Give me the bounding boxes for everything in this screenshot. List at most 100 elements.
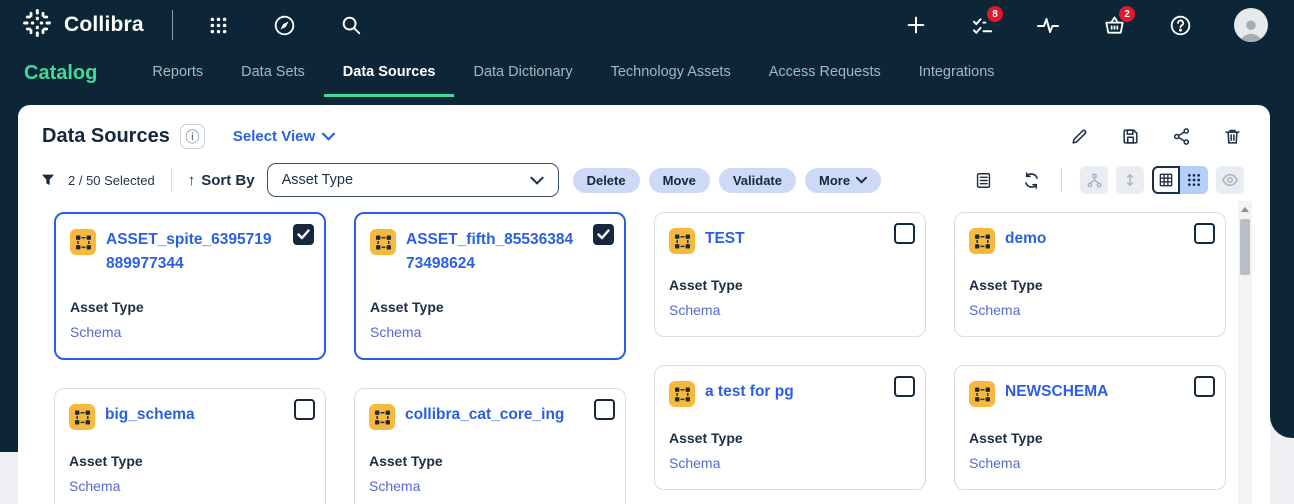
asset-checkbox[interactable] bbox=[594, 399, 615, 420]
card-column-2: ASSET_fifth_8553638473498624 Asset Type … bbox=[354, 212, 626, 504]
asset-card[interactable]: ASSET_fifth_8553638473498624 Asset Type … bbox=[354, 212, 626, 360]
tools-divider bbox=[1061, 168, 1062, 192]
tab-data-sets[interactable]: Data Sets bbox=[241, 64, 305, 80]
tasks-badge: 8 bbox=[987, 6, 1003, 22]
tab-access-requests[interactable]: Access Requests bbox=[768, 64, 881, 80]
preview-eye-button[interactable] bbox=[1216, 166, 1244, 194]
select-view-dropdown[interactable]: Select View bbox=[232, 128, 336, 145]
view-tools bbox=[971, 166, 1244, 194]
asset-type-value-link[interactable]: Schema bbox=[969, 302, 1021, 318]
asset-checkbox[interactable] bbox=[894, 223, 915, 244]
asset-checkbox[interactable] bbox=[1194, 223, 1215, 244]
chevron-down-icon bbox=[322, 132, 336, 141]
asset-title-link[interactable]: TEST bbox=[705, 230, 745, 247]
chevron-down-icon bbox=[529, 176, 544, 185]
asset-type-value-link[interactable]: Schema bbox=[669, 455, 721, 471]
table-view-button[interactable] bbox=[1152, 166, 1180, 194]
tab-integrations[interactable]: Integrations bbox=[918, 64, 995, 80]
asset-card[interactable]: big_schema Asset Type Schema bbox=[54, 388, 326, 504]
schema-icon bbox=[969, 381, 995, 407]
tab-data-sources[interactable]: Data Sources bbox=[323, 50, 455, 97]
asset-type-label: Asset Type bbox=[70, 299, 144, 315]
vertical-scrollbar[interactable] bbox=[1238, 201, 1252, 504]
table-grid-icon bbox=[1159, 173, 1173, 187]
delete-trash-icon[interactable] bbox=[1220, 125, 1244, 149]
asset-card[interactable]: collibra_cat_core_ing Asset Type Schema bbox=[354, 388, 626, 504]
asset-title-link[interactable]: a test for pg bbox=[705, 383, 794, 400]
schema-icon bbox=[70, 229, 96, 255]
marketplace-basket-icon[interactable]: 2 bbox=[1102, 6, 1135, 37]
asset-title-link[interactable]: NEWSCHEMA bbox=[1005, 383, 1109, 400]
browse-compass-icon[interactable] bbox=[273, 13, 297, 37]
share-icon[interactable] bbox=[1169, 125, 1193, 149]
chevron-down-icon bbox=[856, 176, 868, 184]
asset-title-link[interactable]: demo bbox=[1005, 230, 1047, 247]
sort-field-value: Asset Type bbox=[281, 172, 354, 188]
hierarchy-view-button[interactable] bbox=[1080, 166, 1108, 194]
selection-status: 2 / 50 Selected bbox=[68, 172, 155, 188]
report-list-icon[interactable] bbox=[971, 168, 995, 192]
sort-field-select[interactable]: Asset Type bbox=[266, 163, 559, 197]
asset-type-value-link[interactable]: Schema bbox=[369, 478, 421, 494]
apps-grid-icon[interactable] bbox=[207, 13, 231, 37]
schema-icon bbox=[369, 404, 395, 430]
edit-pencil-icon[interactable] bbox=[1067, 125, 1091, 149]
topbar-right-icons: 8 2 bbox=[904, 6, 1268, 42]
page-title: Data Sources bbox=[42, 125, 170, 147]
tab-reports[interactable]: Reports bbox=[152, 64, 204, 80]
section-title-catalog[interactable]: Catalog bbox=[24, 62, 98, 84]
asset-checkbox[interactable] bbox=[294, 399, 315, 420]
schema-icon bbox=[969, 228, 995, 254]
refresh-icon[interactable] bbox=[1019, 168, 1043, 192]
topbar-left-icons bbox=[207, 13, 363, 37]
asset-type-label: Asset Type bbox=[969, 277, 1043, 293]
asset-checkbox-checked[interactable] bbox=[293, 224, 314, 245]
tasks-icon[interactable]: 8 bbox=[970, 6, 1003, 37]
sort-direction-arrow-icon[interactable]: ↑ bbox=[187, 171, 196, 189]
asset-title-link[interactable]: big_schema bbox=[105, 406, 195, 423]
card-column-1: ASSET_spite_6395719889977344 Asset Type … bbox=[54, 212, 326, 504]
activity-pulse-icon[interactable] bbox=[1036, 13, 1060, 37]
select-view-label: Select View bbox=[232, 128, 316, 145]
asset-type-value-link[interactable]: Schema bbox=[969, 455, 1021, 471]
asset-title-link[interactable]: ASSET_spite_6395719889977344 bbox=[106, 231, 272, 272]
asset-card[interactable]: TEST Asset Type Schema bbox=[654, 212, 926, 337]
asset-card[interactable]: NEWSCHEMA Asset Type Schema bbox=[954, 365, 1226, 490]
add-plus-icon[interactable] bbox=[904, 13, 928, 37]
delete-button[interactable]: Delete bbox=[572, 167, 640, 193]
more-button[interactable]: More bbox=[804, 167, 882, 193]
asset-type-value-link[interactable]: Schema bbox=[70, 324, 122, 340]
asset-checkbox-checked[interactable] bbox=[593, 224, 614, 245]
search-icon[interactable] bbox=[339, 13, 363, 37]
basket-badge: 2 bbox=[1119, 6, 1135, 22]
asset-card[interactable]: ASSET_spite_6395719889977344 Asset Type … bbox=[54, 212, 326, 360]
filter-funnel-icon[interactable] bbox=[40, 172, 56, 188]
validate-button[interactable]: Validate bbox=[718, 167, 796, 193]
asset-checkbox[interactable] bbox=[1194, 376, 1215, 397]
expand-height-button[interactable] bbox=[1116, 166, 1144, 194]
scrollbar-thumb[interactable] bbox=[1240, 219, 1250, 275]
tab-technology-assets[interactable]: Technology Assets bbox=[610, 64, 731, 80]
asset-checkbox[interactable] bbox=[894, 376, 915, 397]
collibra-logo[interactable]: Collibra bbox=[22, 8, 144, 43]
save-view-icon[interactable] bbox=[1118, 125, 1142, 149]
user-avatar[interactable] bbox=[1234, 8, 1268, 42]
tab-data-dictionary[interactable]: Data Dictionary bbox=[473, 64, 573, 80]
asset-type-value-link[interactable]: Schema bbox=[370, 324, 422, 340]
navy-background-curve bbox=[1270, 0, 1294, 438]
collibra-mark-icon bbox=[22, 8, 52, 43]
move-button[interactable]: Move bbox=[648, 167, 710, 193]
info-icon[interactable]: ⓘ bbox=[179, 124, 205, 149]
asset-card[interactable]: demo Asset Type Schema bbox=[954, 212, 1226, 337]
scroll-up-arrow-icon[interactable] bbox=[1241, 207, 1249, 212]
help-icon[interactable] bbox=[1168, 13, 1192, 37]
asset-card[interactable]: a test for pg Asset Type Schema bbox=[654, 365, 926, 490]
tile-view-button[interactable] bbox=[1180, 166, 1208, 194]
asset-type-value-link[interactable]: Schema bbox=[669, 302, 721, 318]
asset-title-link[interactable]: collibra_cat_core_ing bbox=[405, 406, 565, 423]
schema-icon bbox=[370, 229, 396, 255]
asset-type-value-link[interactable]: Schema bbox=[69, 478, 121, 494]
bulk-actions: Delete Move Validate More bbox=[572, 167, 882, 193]
asset-title-link[interactable]: ASSET_fifth_8553638473498624 bbox=[406, 231, 574, 272]
card-column-4: demo Asset Type Schema bbox=[954, 212, 1226, 504]
